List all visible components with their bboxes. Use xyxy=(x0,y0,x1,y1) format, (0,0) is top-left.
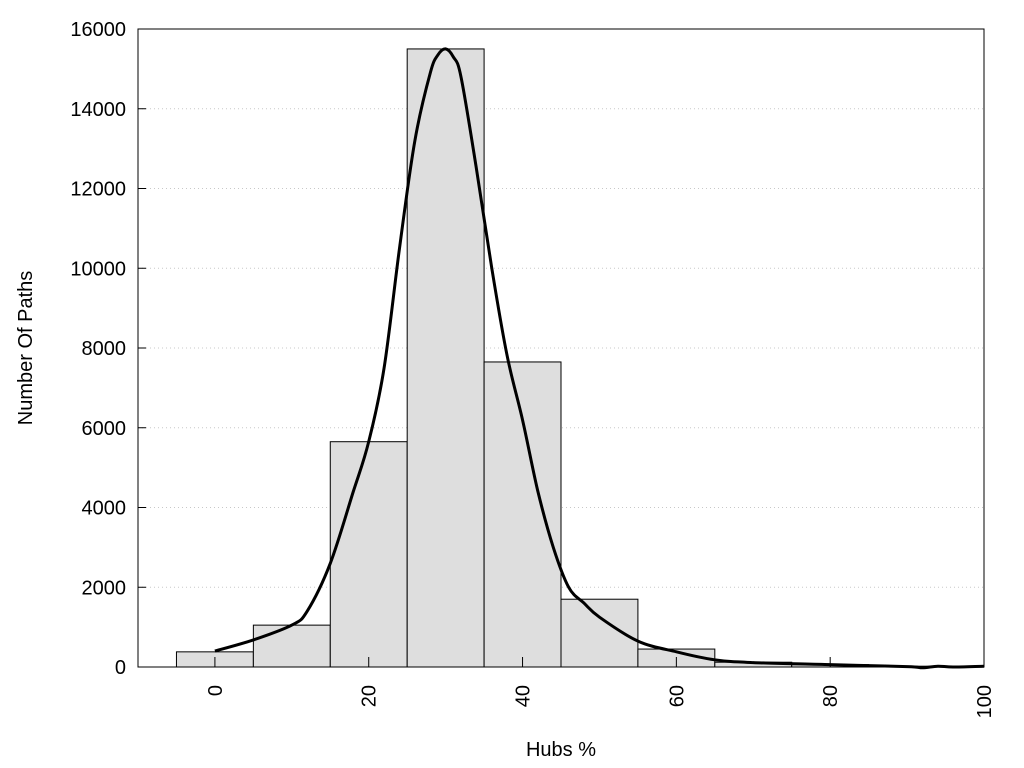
x-tick-label: 60 xyxy=(666,685,688,707)
y-tick-label: 4000 xyxy=(82,498,127,520)
gridlines xyxy=(138,108,984,588)
x-axis-ticks: 0 20 40 60 80 100 xyxy=(205,657,996,718)
y-tick-label: 0 xyxy=(115,657,126,679)
y-tick-label: 14000 xyxy=(70,99,126,121)
histogram-bar xyxy=(329,441,408,668)
histogram-bars xyxy=(175,48,985,668)
x-tick-label: 20 xyxy=(359,685,381,707)
y-axis-ticks: 0 2000 4000 6000 8000 10000 12000 14000 16000 xyxy=(70,19,146,679)
x-tick-label: 80 xyxy=(820,685,842,707)
y-tick-label: 16000 xyxy=(70,19,126,41)
x-axis-title: Hubs % xyxy=(526,739,596,761)
histogram-bar xyxy=(560,598,639,668)
x-tick-label: 40 xyxy=(513,685,535,707)
histogram-bar xyxy=(252,624,331,668)
y-tick-label: 12000 xyxy=(70,179,126,201)
histogram-bar xyxy=(483,361,562,668)
y-tick-label: 8000 xyxy=(82,338,127,360)
x-tick-label: 0 xyxy=(205,685,227,696)
histogram-bar xyxy=(406,48,485,668)
x-tick-label: 100 xyxy=(974,685,996,718)
density-curve-group xyxy=(214,47,985,670)
y-tick-label: 6000 xyxy=(82,418,127,440)
y-tick-label: 10000 xyxy=(70,258,126,280)
y-axis-title: Number Of Paths xyxy=(15,271,37,426)
density-curve xyxy=(214,47,985,670)
y-tick-label: 2000 xyxy=(82,577,127,599)
